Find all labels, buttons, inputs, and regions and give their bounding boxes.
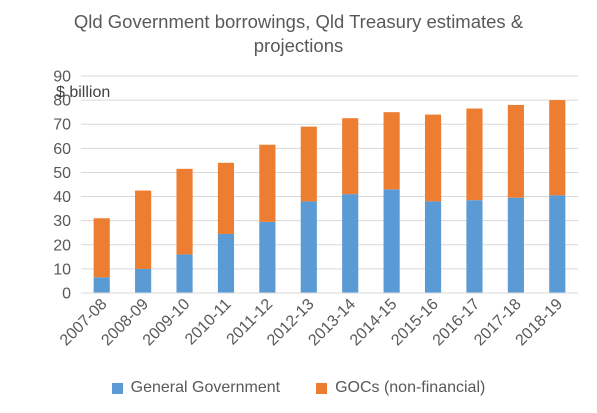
- bar-general-government-2008-09: [135, 268, 152, 293]
- bar-gocs-non-financial-2017-18: [507, 104, 524, 198]
- chart-title-line-2: projections: [253, 35, 344, 56]
- bar-general-government-2011-12: [259, 221, 276, 293]
- legend-item-gocs: GOCs (non-financial): [316, 379, 485, 397]
- chart-title-line-1: Qld Government borrowings, Qld Treasury …: [73, 11, 524, 32]
- y-tick-label: 40: [53, 189, 71, 206]
- y-tick-label: 0: [62, 286, 71, 303]
- x-axis-ticks: 2007-082008-092009-102010-112011-122012-…: [57, 296, 566, 350]
- y-tick-label: 20: [53, 237, 71, 254]
- bar-general-government-2018-19: [549, 195, 566, 293]
- y-axis-ticks: 0 10 20 30 40 50 60 70 80 90: [53, 69, 71, 303]
- y-tick-label: 80: [53, 93, 71, 110]
- legend-swatch-gocs: [316, 382, 328, 394]
- chart-title: Qld Government borrowings, Qld Treasury …: [0, 10, 597, 58]
- bar-general-government-2013-14: [342, 194, 359, 293]
- bar-general-government-2017-18: [507, 197, 524, 293]
- y-tick-label: 60: [53, 141, 71, 158]
- bar-general-government-2016-17: [466, 200, 483, 293]
- legend-item-general-government: General Government: [111, 379, 281, 397]
- y-tick-label: 50: [53, 165, 71, 182]
- bar-gocs-non-financial-2013-14: [342, 118, 359, 195]
- bar-gocs-non-financial-2009-10: [176, 168, 193, 255]
- bar-general-government-2012-13: [300, 201, 317, 293]
- bar-gocs-non-financial-2007-08: [93, 218, 110, 278]
- bar-general-government-2014-15: [383, 189, 400, 293]
- unit-label: $ billion: [56, 84, 110, 101]
- legend-label-gocs: GOCs (non-financial): [335, 379, 486, 396]
- bar-gocs-non-financial-2010-11: [217, 162, 235, 234]
- bar-gocs-non-financial-2014-15: [383, 112, 400, 190]
- bar-gocs-non-financial-2016-17: [466, 108, 483, 201]
- bar-general-government-2007-08: [93, 277, 110, 293]
- legend-swatch-general-government: [111, 382, 123, 394]
- gridlines: [81, 75, 578, 270]
- y-tick-label: 30: [53, 213, 71, 230]
- bar-general-government-2009-10: [176, 254, 193, 293]
- bar-general-government-2010-11: [217, 233, 235, 293]
- y-tick-label: 90: [53, 69, 71, 86]
- legend: General Government GOCs (non-financial): [0, 376, 597, 400]
- bar-gocs-non-financial-2011-12: [259, 144, 276, 222]
- bars: [93, 100, 566, 293]
- y-tick-label: 10: [53, 261, 71, 278]
- bar-gocs-non-financial-2015-16: [424, 114, 442, 202]
- bar-gocs-non-financial-2008-09: [135, 190, 152, 269]
- y-tick-label: 70: [53, 117, 71, 134]
- bar-gocs-non-financial-2012-13: [300, 126, 317, 202]
- bar-gocs-non-financial-2018-19: [549, 100, 566, 196]
- bar-general-government-2015-16: [424, 201, 442, 293]
- legend-label-general-government: General Government: [130, 379, 281, 396]
